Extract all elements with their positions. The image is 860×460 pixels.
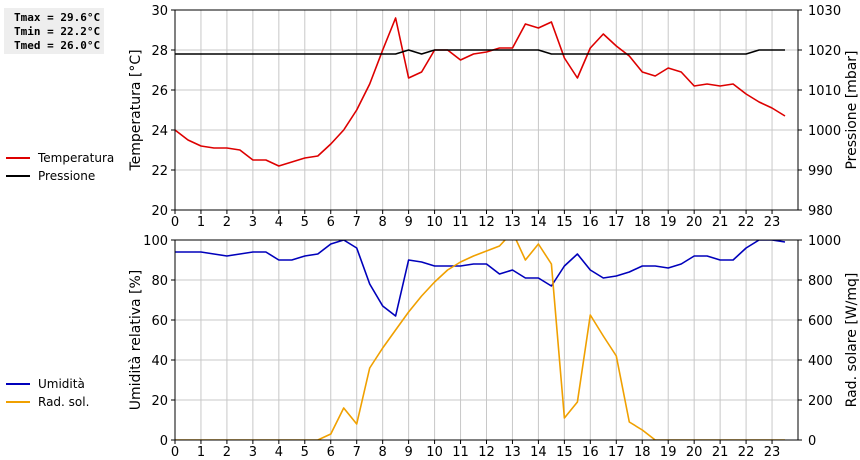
y-tick-label: 0 — [160, 434, 168, 449]
x-tick-label: 18 — [634, 445, 651, 460]
y2-tick-label: 0 — [808, 434, 816, 449]
legend-label-solar: Rad. sol. — [38, 395, 89, 409]
y-tick-label: 20 — [151, 394, 168, 409]
x-tick-label: 3 — [249, 445, 257, 460]
y2-tick-label: 1000 — [808, 234, 841, 249]
y2-tick-label: 400 — [808, 354, 833, 369]
tmax-text: Tmax = 29.6°C — [14, 11, 101, 24]
x-tick-label: 4 — [275, 215, 283, 230]
y-tick-label: 40 — [151, 354, 168, 369]
x-tick-label: 21 — [712, 215, 729, 230]
x-tick-label: 19 — [660, 215, 677, 230]
y-tick-label: 26 — [151, 84, 168, 99]
y-tick-label: 22 — [151, 164, 168, 179]
series-line-temperature — [175, 17, 786, 167]
x-tick-label: 7 — [353, 215, 361, 230]
x-tick-label: 19 — [660, 445, 677, 460]
x-tick-label: 5 — [301, 215, 309, 230]
x-tick-label: 20 — [686, 215, 703, 230]
x-tick-label: 3 — [249, 215, 257, 230]
y2-tick-label: 1010 — [808, 84, 841, 99]
x-tick-label: 23 — [764, 445, 781, 460]
y-tick-label: 28 — [151, 44, 168, 59]
y2-tick-label: 1020 — [808, 44, 841, 59]
y2-tick-label: 980 — [808, 204, 833, 219]
legend-label-pressure: Pressione — [38, 169, 95, 183]
y2-tick-label: 800 — [808, 274, 833, 289]
x-tick-label: 5 — [301, 445, 309, 460]
x-tick-label: 18 — [634, 215, 651, 230]
x-tick-label: 10 — [426, 445, 443, 460]
y2-tick-label: 200 — [808, 394, 833, 409]
x-tick-label: 9 — [404, 215, 412, 230]
y-tick-label: 100 — [143, 234, 168, 249]
x-tick-label: 16 — [582, 445, 599, 460]
x-tick-label: 12 — [478, 445, 495, 460]
series-line-solar — [175, 240, 785, 440]
y2-axis-label: Pressione [mbar] — [844, 50, 860, 169]
x-tick-label: 22 — [738, 215, 755, 230]
x-tick-label: 6 — [327, 215, 335, 230]
x-tick-label: 2 — [223, 445, 231, 460]
series-line-humidity — [175, 240, 786, 317]
x-tick-label: 16 — [582, 215, 599, 230]
x-tick-label: 15 — [556, 445, 573, 460]
tmin-text: Tmin = 22.2°C — [14, 25, 101, 38]
x-tick-label: 13 — [504, 445, 521, 460]
x-tick-label: 6 — [327, 445, 335, 460]
x-tick-label: 0 — [171, 215, 179, 230]
tmed-text: Tmed = 26.0°C — [14, 39, 101, 52]
y-tick-label: 60 — [151, 314, 168, 329]
x-tick-label: 2 — [223, 215, 231, 230]
series-line-pressure — [175, 49, 785, 55]
x-tick-label: 8 — [379, 445, 387, 460]
y-tick-label: 20 — [151, 204, 168, 219]
x-tick-label: 23 — [764, 215, 781, 230]
temperature-stats-box: Tmax = 29.6°C Tmin = 22.2°C Tmed = 26.0°… — [4, 8, 104, 54]
y-axis-label: Temperatura [°C] — [128, 49, 144, 171]
y2-tick-label: 1030 — [808, 4, 841, 19]
y2-tick-label: 1000 — [808, 124, 841, 139]
x-tick-label: 15 — [556, 215, 573, 230]
x-tick-label: 1 — [197, 215, 205, 230]
x-tick-label: 22 — [738, 445, 755, 460]
x-tick-label: 17 — [608, 445, 625, 460]
x-tick-label: 13 — [504, 215, 521, 230]
x-tick-label: 1 — [197, 445, 205, 460]
y2-tick-label: 600 — [808, 314, 833, 329]
y-tick-label: 24 — [151, 124, 168, 139]
x-tick-label: 9 — [404, 445, 412, 460]
plot-frame-0 — [174, 9, 799, 211]
x-tick-label: 17 — [608, 215, 625, 230]
y-axis-label: Umidità relativa [%] — [128, 270, 144, 411]
y2-tick-label: 990 — [808, 164, 833, 179]
x-tick-label: 12 — [478, 215, 495, 230]
x-tick-label: 14 — [530, 445, 547, 460]
y-tick-label: 80 — [151, 274, 168, 289]
legend-label-temperature: Temperatura — [37, 151, 114, 165]
x-tick-label: 8 — [379, 215, 387, 230]
x-tick-label: 4 — [275, 445, 283, 460]
plot-frame-1 — [174, 239, 799, 441]
legend-label-humidity: Umidità — [38, 377, 85, 391]
x-tick-label: 20 — [686, 445, 703, 460]
x-tick-label: 14 — [530, 215, 547, 230]
x-tick-label: 10 — [426, 215, 443, 230]
x-tick-label: 11 — [452, 215, 469, 230]
x-tick-label: 7 — [353, 445, 361, 460]
x-tick-label: 11 — [452, 445, 469, 460]
x-tick-label: 0 — [171, 445, 179, 460]
x-tick-label: 21 — [712, 445, 729, 460]
y2-axis-label: Rad. solare [W/mq] — [844, 273, 860, 408]
y-tick-label: 30 — [151, 4, 168, 19]
